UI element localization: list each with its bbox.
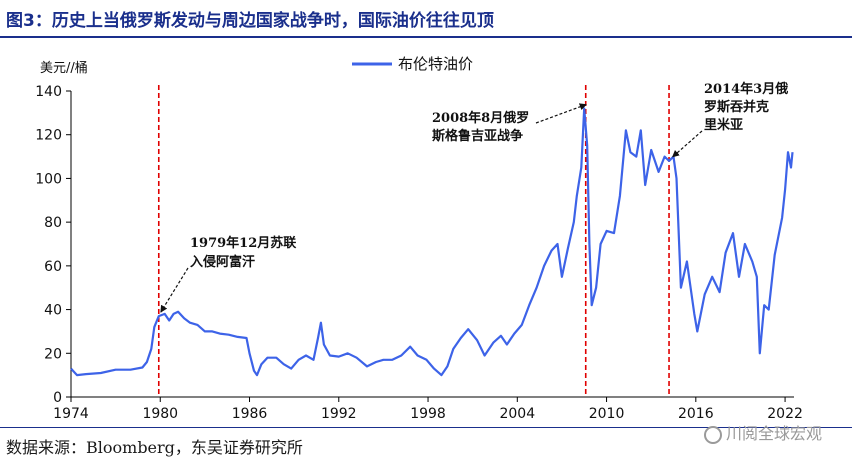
source-note: 数据来源：Bloomberg，东吴证券研究所 [6,438,303,457]
annotation-text: 罗斯吞并克 [704,99,769,115]
chart-title: 图3：历史上当俄罗斯发动与周边国家战争时，国际油价往往见顶 [6,11,494,31]
y-tick-label: 20 [44,346,62,362]
annotation-arrow [160,267,189,313]
y-axis-unit: 美元//桶 [40,61,88,76]
annotation-text: 2014年3月俄 [704,81,788,97]
y-tick-label: 60 [44,259,62,275]
axes: 0 20 40 60 80 100 120 140 1974 1980 1986 1992 1998 20… [35,61,803,422]
x-tick-label: 1998 [410,406,446,422]
x-tick-label: 2022 [767,406,803,422]
bottom-rule [0,427,852,428]
x-tick-label: 2016 [678,406,714,422]
legend: 布伦特油价 [352,55,473,73]
x-tick-label: 1980 [142,406,178,422]
title-rule [0,36,852,38]
annotation-arrow [535,103,587,124]
y-tick-label: 120 [35,128,62,144]
x-tick-label: 2004 [499,406,535,422]
series-group [70,107,794,377]
y-tick-label: 80 [44,215,62,231]
annotation-arrow [671,130,703,158]
legend-label: 布伦特油价 [398,55,473,73]
annotation-text: 2008年8月俄罗 [432,110,529,126]
x-tick-label: 1992 [321,406,357,422]
wechat-icon [703,425,722,444]
annotation-text: 里米亚 [704,117,743,133]
watermark-text: 川阅全球宏观 [725,424,822,443]
y-tick-label: 40 [44,303,62,319]
x-tick-label: 2010 [589,406,625,422]
annotation-text: 入侵阿富汗 [190,254,255,270]
annotation-text: 1979年12月苏联 [190,235,296,251]
y-tick-label: 140 [35,84,62,100]
x-tick-label: 1974 [53,406,89,422]
watermark: 川阅全球宏观 [703,420,822,444]
y-tick-label: 100 [35,171,62,187]
annotation-text: 斯格鲁吉亚战争 [432,128,523,144]
y-tick-label: 0 [53,390,62,406]
x-tick-label: 1986 [232,406,268,422]
series-line-brent [70,107,794,377]
